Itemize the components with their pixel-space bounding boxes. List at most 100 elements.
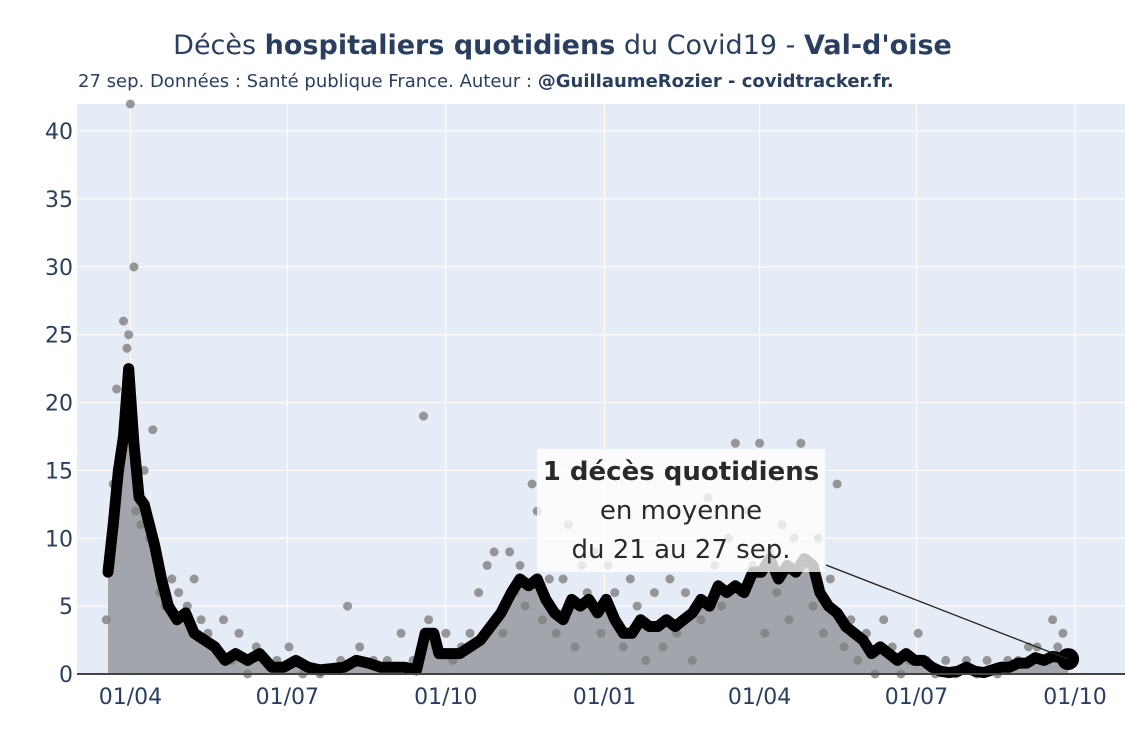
- daily-deaths-point: [618, 642, 628, 652]
- daily-deaths-point: [189, 574, 199, 584]
- daily-deaths-point: [131, 506, 141, 516]
- daily-deaths-point: [570, 642, 580, 652]
- daily-deaths-point: [196, 615, 206, 625]
- rolling-average-line: [102, 363, 1074, 679]
- title-part-3: du Covid19 -: [615, 30, 804, 61]
- x-tick-label: 01/07: [256, 685, 319, 710]
- daily-deaths-point: [505, 547, 515, 557]
- daily-deaths-point: [658, 642, 668, 652]
- daily-deaths-point: [796, 438, 806, 448]
- y-tick-label: 10: [45, 527, 73, 552]
- daily-deaths-point: [832, 479, 842, 489]
- daily-deaths-point: [755, 438, 765, 448]
- daily-deaths-point: [489, 547, 499, 557]
- daily-deaths-point: [465, 628, 475, 638]
- daily-deaths-point: [148, 425, 158, 435]
- x-tick-label: 01/04: [99, 685, 162, 710]
- daily-deaths-point: [474, 588, 484, 598]
- annotation-line-1: 1 décès quotidiens: [543, 457, 819, 487]
- daily-deaths-point: [284, 642, 294, 652]
- daily-deaths-point: [355, 642, 365, 652]
- daily-deaths-point: [396, 628, 406, 638]
- chart-subtitle: 27 sep. Données : Santé publique France.…: [78, 71, 894, 92]
- daily-deaths-point: [119, 316, 128, 326]
- annotation: 1 décès quotidiens en moyenne du 21 au 2…: [537, 449, 1069, 660]
- y-tick-label: 35: [45, 188, 73, 213]
- daily-deaths-point: [696, 615, 706, 625]
- daily-deaths-point: [544, 574, 554, 584]
- daily-deaths-point: [625, 574, 635, 584]
- x-tick-label: 01/01: [573, 685, 636, 710]
- daily-deaths-point: [1058, 628, 1068, 638]
- daily-deaths-point: [784, 615, 794, 625]
- annotation-line-3: du 21 au 27 sep.: [572, 535, 791, 565]
- daily-deaths-point: [558, 574, 568, 584]
- daily-deaths-point: [101, 615, 111, 625]
- daily-deaths-point: [167, 574, 177, 584]
- x-tick-label: 01/10: [1043, 685, 1106, 710]
- daily-deaths-point: [441, 628, 451, 638]
- daily-deaths-point: [219, 615, 228, 625]
- daily-deaths-point: [424, 615, 434, 625]
- subtitle-author: @GuillaumeRozier - covidtracker.fr.: [537, 71, 894, 92]
- daily-deaths-point: [498, 628, 508, 638]
- daily-deaths-point: [520, 601, 530, 611]
- daily-deaths-point: [174, 588, 184, 598]
- daily-deaths-point: [913, 628, 923, 638]
- daily-deaths-point: [665, 574, 675, 584]
- daily-deaths-point: [527, 479, 537, 489]
- daily-deaths-point: [125, 99, 135, 109]
- daily-deaths-point: [419, 411, 428, 421]
- daily-deaths-point: [730, 438, 740, 448]
- daily-deaths-point: [641, 655, 651, 665]
- daily-deaths-point: [982, 655, 992, 665]
- y-tick-label: 5: [59, 595, 73, 620]
- title-part-1: Décès: [173, 30, 265, 61]
- daily-deaths-point: [632, 601, 642, 611]
- daily-deaths-point: [853, 655, 863, 665]
- daily-deaths-point: [551, 628, 561, 638]
- daily-deaths-point: [1053, 642, 1063, 652]
- plot-background: [77, 104, 1125, 674]
- y-tick-label: 20: [45, 392, 73, 417]
- daily-deaths-point: [772, 588, 782, 598]
- daily-deaths-point: [112, 384, 122, 394]
- daily-deaths-point: [839, 642, 849, 652]
- chart-title: Décès hospitaliers quotidiens du Covid19…: [0, 30, 1125, 61]
- y-tick-label: 25: [45, 324, 73, 349]
- daily-deaths-point: [343, 601, 353, 611]
- y-tick-label: 40: [45, 120, 73, 145]
- daily-deaths-point: [879, 615, 889, 625]
- daily-deaths-point: [808, 601, 818, 611]
- x-tick-label: 01/07: [885, 685, 948, 710]
- x-tick-label: 01/04: [728, 685, 791, 710]
- daily-deaths-point: [537, 615, 547, 625]
- daily-deaths-point: [681, 588, 690, 598]
- title-part-4: Val-d'oise: [803, 30, 952, 61]
- daily-deaths-point: [1048, 615, 1058, 625]
- daily-deaths-point: [515, 560, 525, 570]
- daily-deaths-point: [124, 330, 134, 340]
- x-tick-label: 01/10: [414, 685, 477, 710]
- daily-deaths-point: [610, 588, 620, 598]
- y-tick-label: 30: [45, 256, 73, 281]
- daily-deaths-point: [941, 655, 951, 665]
- daily-deaths-point: [760, 628, 770, 638]
- y-tick-label: 0: [59, 663, 73, 688]
- daily-deaths-point: [482, 560, 492, 570]
- daily-deaths-point: [825, 574, 835, 584]
- daily-deaths-point: [717, 601, 727, 611]
- daily-deaths-point: [129, 262, 139, 272]
- annotation-box: [537, 449, 825, 572]
- annotation-arrow: [825, 564, 1069, 660]
- daily-deaths-point: [596, 628, 606, 638]
- daily-deaths-point: [234, 628, 244, 638]
- annotation-line-2: en moyenne: [600, 496, 762, 526]
- grid-layer: [77, 104, 1125, 674]
- daily-deaths-point: [136, 520, 146, 530]
- daily-deaths-point: [818, 628, 828, 638]
- title-part-2: hospitaliers quotidiens: [264, 30, 616, 61]
- axis-layer: 0 5 10 15 20 25 30 35 40 01/04 01/07 01/10 01/01 01/0…: [45, 120, 1125, 710]
